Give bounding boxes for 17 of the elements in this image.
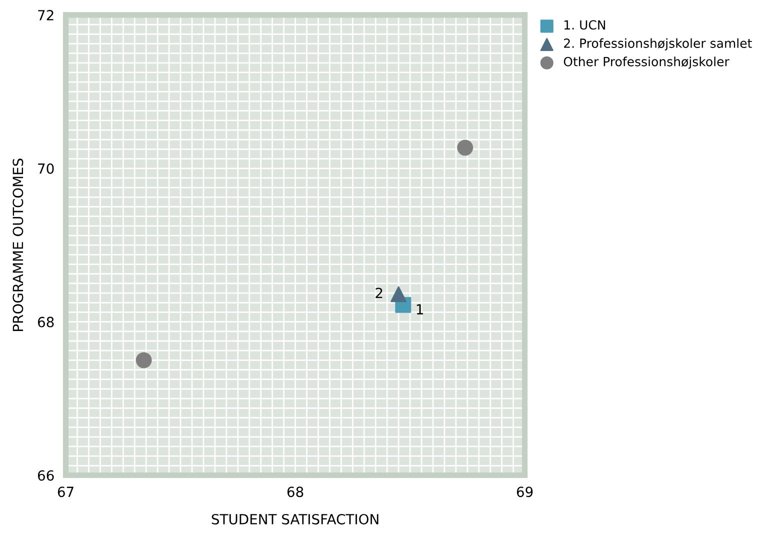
- legend-label: Other Professionshøjskoler: [564, 56, 730, 69]
- legend-label: 1. UCN: [564, 20, 606, 30]
- y-tick-label: 72: [38, 10, 54, 20]
- x-tick-label: 69: [516, 486, 533, 498]
- y-tick-label: 66: [38, 470, 54, 481]
- annotation: 1: [416, 304, 423, 314]
- y-tick-label: 68: [38, 316, 54, 328]
- x-tick-label: 67: [58, 486, 74, 498]
- annotation: 2: [376, 288, 382, 298]
- point: [390, 286, 407, 302]
- x-tick-label: 68: [287, 486, 304, 498]
- legend-label: 2. Professionshøjskoler samlet: [564, 38, 752, 50]
- point: [136, 352, 152, 368]
- y-axis-title: PROGRAMME OUTCOMES: [12, 158, 24, 331]
- y-tick-label: 70: [38, 163, 54, 174]
- x-axis-title: STUDENT SATISFACTION: [212, 514, 378, 524]
- point: [457, 140, 474, 156]
